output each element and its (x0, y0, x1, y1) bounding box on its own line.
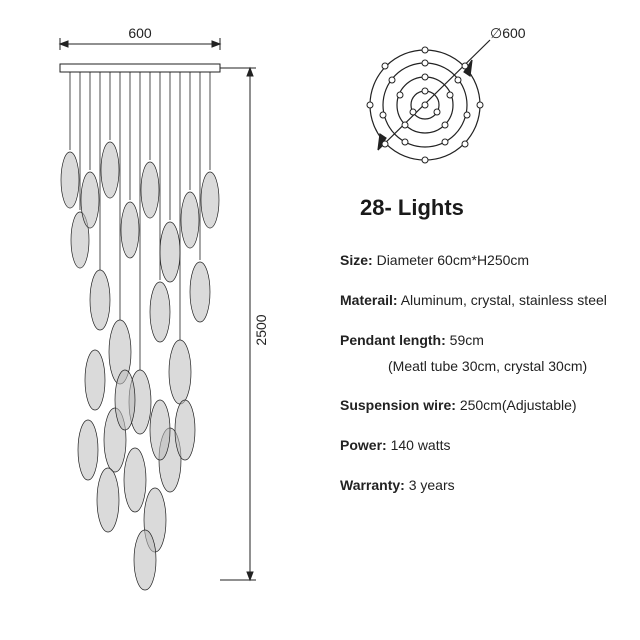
spec-pendant-sub: (Meatl tube 30cm, crystal 30cm) (388, 358, 620, 374)
side-elevation: 600 2500 (20, 20, 300, 620)
spec-list: Size: Diameter 60cm*H250cm Materail: Alu… (340, 251, 620, 494)
spec-power: Power: 140 watts (340, 436, 620, 454)
spec-warranty: Warranty: 3 years (340, 476, 620, 494)
spec-pendant: Pendant length: 59cm (340, 331, 620, 349)
width-dim-text: 600 (128, 25, 152, 41)
spec-size: Size: Diameter 60cm*H250cm (340, 251, 620, 269)
diameter-dim-text: ∅600 (490, 25, 526, 41)
top-view-diagram: ∅600 (350, 20, 500, 170)
product-title: 28- Lights (360, 195, 620, 221)
spec-material: Materail: Aluminum, crystal, stainless s… (340, 291, 620, 309)
chandelier-svg: 600 2500 (20, 20, 300, 620)
spec-suspension: Suspension wire: 250cm(Adjustable) (340, 396, 620, 414)
height-dim-text: 2500 (253, 314, 269, 345)
spec-panel: ∅600 28- Lights Size: Diameter 60cm*H250… (330, 20, 620, 516)
